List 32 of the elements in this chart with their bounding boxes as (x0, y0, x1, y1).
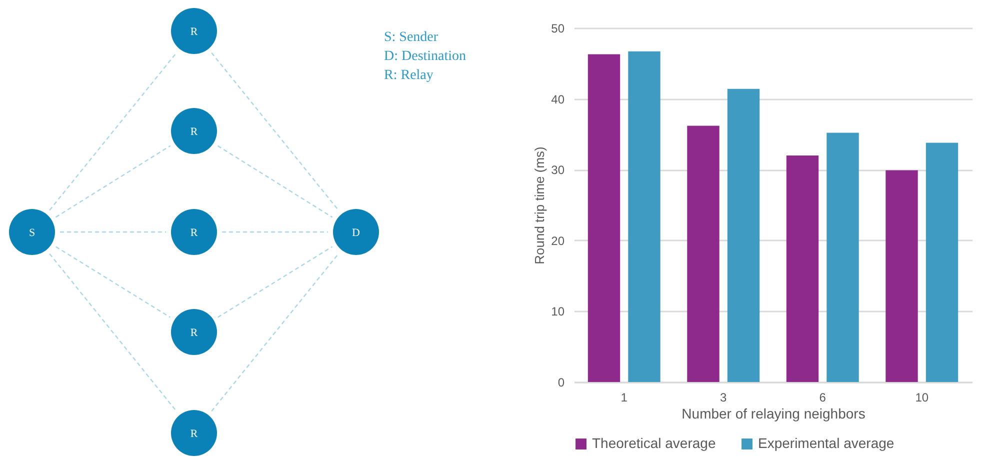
x-tick-label: 1 (620, 390, 628, 404)
y-tick-label: 40 (551, 92, 565, 106)
legend-label: Experimental average (758, 435, 894, 451)
y-tick-label: 50 (551, 22, 565, 36)
y-tick-label: 10 (551, 304, 565, 319)
y-tick-label: 20 (551, 234, 565, 248)
bar (786, 155, 819, 382)
bar (727, 88, 760, 382)
bar (588, 54, 620, 382)
text: R (190, 126, 198, 138)
text: R (190, 227, 198, 239)
text: S: Sender (384, 30, 438, 45)
x-tick-label: 3 (720, 390, 728, 404)
bar (687, 126, 720, 382)
text: R (190, 327, 198, 339)
x-tick-label: 6 (819, 390, 826, 404)
x-axis-title: Number of relaying neighbors (682, 406, 866, 422)
x-tick-label: 10 (915, 390, 929, 404)
bar (926, 142, 958, 382)
text: R (190, 26, 198, 38)
text: D (352, 227, 360, 239)
text: S (28, 227, 36, 239)
text: D: Destination (384, 49, 466, 64)
text: R: Relay (384, 68, 434, 83)
bar (826, 132, 859, 382)
legend-label: Theoretical average (592, 435, 716, 451)
text: R (190, 428, 198, 440)
y-tick-label: 0 (558, 376, 565, 390)
y-axis-title: Round trip time (ms) (532, 146, 548, 264)
bar (628, 51, 660, 382)
bar (886, 170, 918, 382)
y-tick-label: 30 (551, 163, 565, 178)
